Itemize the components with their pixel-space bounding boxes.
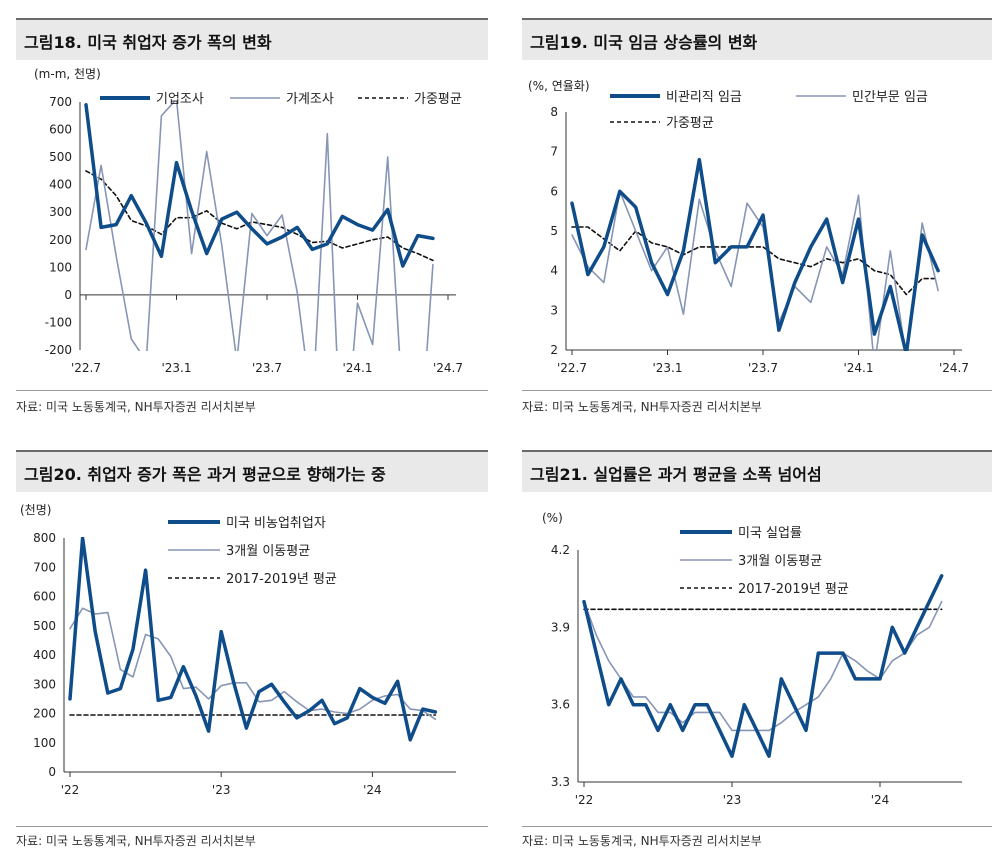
legend-label-2: 가중평균: [414, 92, 462, 107]
legend-label-0: 미국 실업률: [738, 526, 802, 541]
y-tick-label: 3.9: [551, 620, 570, 634]
y-tick-label: 200: [49, 233, 72, 247]
source-divider: [522, 390, 992, 391]
y-tick-label: 4.2: [551, 543, 570, 557]
figure-title: 그림20. 취업자 증가 폭은 과거 평균으로 향해가는 중: [24, 465, 386, 484]
x-tick-label: '22.7: [71, 361, 101, 375]
x-tick-label: '23.1: [652, 361, 682, 375]
figure-title-bar: 그림19. 미국 임금 상승률의 변화: [522, 18, 992, 60]
y-tick-label: 400: [33, 648, 56, 662]
series-line-0: [582, 574, 944, 758]
y-tick-label: 800: [33, 531, 56, 545]
y-tick-label: 7: [550, 145, 558, 159]
y-tick-label: 6: [550, 184, 558, 198]
chart-fig18: (m-m, 천명) -200 -100 0 100 200 300 400 500 600 700 '…: [34, 66, 463, 375]
chart-fig19: (%, 연율화) 2 3 4 5 6 7 8 '22.7 '23.1 '23.7 '24.1 '24.7…: [528, 79, 969, 375]
figure-title-bar: 그림21. 실업률은 과거 평균을 소폭 넘어섬: [522, 450, 992, 492]
legend-label-1: 가계조사: [286, 92, 334, 107]
y-tick-label: 600: [33, 590, 56, 604]
source-divider: [522, 826, 992, 827]
y-tick-label: 0: [48, 765, 56, 779]
y-tick-label: 3: [550, 303, 558, 317]
figure-20-panel: 그림20. 취업자 증가 폭은 과거 평균으로 향해가는 중 (천명) 0 100 2…: [16, 450, 488, 860]
source-note: 자료: 미국 노동통계국, NH투자증권 리서치본부: [16, 834, 256, 848]
y-axis-label: (m-m, 천명): [34, 66, 101, 81]
x-tick-label: '24.7: [939, 361, 969, 375]
y-tick-label: -200: [45, 343, 72, 357]
y-tick-label: -100: [45, 315, 72, 329]
figure-title-bar: 그림18. 미국 취업자 증가 폭의 변화: [16, 18, 488, 60]
series-line-0: [68, 537, 438, 742]
x-tick-label: '22.7: [557, 361, 587, 375]
y-tick-label: 500: [49, 150, 72, 164]
y-tick-label: 700: [49, 95, 72, 109]
legend-label-2: 2017-2019년 평균: [226, 572, 337, 587]
source-divider: [16, 826, 488, 827]
series-line-0: [570, 157, 940, 351]
series-line-2: [85, 170, 434, 262]
source-note: 자료: 미국 노동통계국, NH투자증권 리서치본부: [522, 400, 762, 414]
source-note: 자료: 미국 노동통계국, NH투자증권 리서치본부: [16, 400, 256, 414]
legend-label-0: 비관리직 임금: [666, 90, 742, 105]
figure-title: 그림19. 미국 임금 상승률의 변화: [530, 33, 758, 52]
y-tick-label: 100: [33, 736, 56, 750]
legend-label-1: 3개월 이동평균: [226, 544, 310, 559]
y-tick-label: 300: [49, 205, 72, 219]
x-tick-label: '23.7: [252, 361, 282, 375]
y-tick-label: 3.3: [551, 775, 570, 789]
series-line-1: [571, 190, 939, 351]
x-tick-label: '24.1: [342, 361, 372, 375]
y-tick-label: 0: [64, 288, 72, 302]
x-tick-label: '24.7: [433, 361, 463, 375]
legend-label-0: 기업조사: [156, 92, 204, 107]
y-axis-label: (천명): [20, 502, 51, 517]
series-line-1: [583, 600, 943, 732]
source-note: 자료: 미국 노동통계국, NH투자증권 리서치본부: [522, 834, 762, 848]
legend-label-2: 2017-2019년 평균: [738, 582, 849, 597]
chart-fig21: (%) 3.3 3.6 3.9 4.2 '22 '23 '24 미국 실업률 3개월 이동평균 20…: [542, 511, 962, 807]
y-tick-label: 200: [33, 707, 56, 721]
series-line-0: [84, 103, 435, 268]
figure-21-panel: 그림21. 실업률은 과거 평균을 소폭 넘어섬 (%) 3.3 3.6 3.9 4.2…: [522, 450, 992, 860]
x-tick-label: '22: [575, 793, 594, 807]
x-tick-label: '24.1: [843, 361, 873, 375]
y-tick-label: 8: [550, 105, 558, 119]
source-divider: [16, 390, 488, 391]
x-tick-label: '23.7: [748, 361, 778, 375]
y-axis-label: (%): [542, 511, 563, 525]
series-line-1: [85, 101, 434, 351]
series-line-2: [571, 226, 939, 296]
y-tick-label: 700: [33, 560, 56, 574]
y-tick-label: 4: [550, 264, 558, 278]
chart-fig20: (천명) 0 100 200 300 400 500 600 700 800 '22 '23 '24 미국…: [20, 502, 456, 797]
y-tick-label: 400: [49, 178, 72, 192]
figure-title: 그림21. 실업률은 과거 평균을 소폭 넘어섬: [530, 465, 822, 484]
figure-19-panel: 그림19. 미국 임금 상승률의 변화 (%, 연율화) 2 3 4 5 6 7 8 '22.7…: [522, 18, 992, 428]
x-tick-label: '22: [61, 783, 80, 797]
x-tick-label: '23.1: [161, 361, 191, 375]
x-tick-label: '23: [723, 793, 742, 807]
y-tick-label: 300: [33, 677, 56, 691]
y-tick-label: 2: [550, 343, 558, 357]
y-tick-label: 5: [550, 224, 558, 238]
x-tick-label: '24: [871, 793, 890, 807]
y-tick-label: 3.6: [551, 698, 570, 712]
legend-label-1: 민간부문 임금: [852, 90, 928, 105]
y-tick-label: 600: [49, 123, 72, 137]
figure-title: 그림18. 미국 취업자 증가 폭의 변화: [24, 33, 272, 52]
y-axis-label: (%, 연율화): [528, 79, 590, 93]
x-tick-label: '23: [212, 783, 231, 797]
legend-label-1: 3개월 이동평균: [738, 554, 822, 569]
legend-label-2: 가중평균: [666, 116, 714, 131]
y-tick-label: 500: [33, 619, 56, 633]
y-tick-label: 100: [49, 260, 72, 274]
figure-title-bar: 그림20. 취업자 증가 폭은 과거 평균으로 향해가는 중: [16, 450, 488, 492]
x-tick-label: '24: [363, 783, 382, 797]
legend-label-0: 미국 비농업취업자: [226, 516, 326, 531]
figure-18-panel: 그림18. 미국 취업자 증가 폭의 변화 (m-m, 천명) -200 -100 0…: [16, 18, 488, 428]
